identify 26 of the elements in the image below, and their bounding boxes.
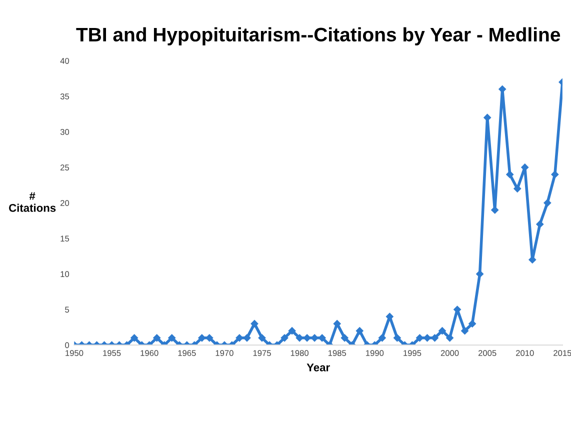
x-tick-label: 2010: [516, 350, 534, 356]
chart-title: TBI and Hypopituitarism--Citations by Year - Medline: [76, 27, 560, 46]
y-tick-label: 15: [60, 236, 70, 242]
x-axis-title: Year: [306, 364, 330, 372]
x-tick-label: 1980: [290, 350, 308, 356]
y-tick-label: 30: [60, 129, 70, 135]
y-tick-label: 35: [60, 93, 70, 100]
x-tick-label: 1970: [216, 350, 234, 356]
x-tick-label: 1990: [366, 350, 384, 356]
x-tick-label: 1975: [253, 350, 271, 356]
y-tick-label: 40: [60, 58, 70, 64]
x-tick-label: 1960: [140, 350, 158, 356]
y-tick-label: 0: [65, 342, 70, 348]
y-axis-title: # Citations: [9, 192, 56, 212]
y-tick-label: 5: [65, 306, 70, 313]
y-tick-label: 10: [60, 271, 70, 278]
x-tick-label: 1950: [66, 350, 84, 356]
x-tick-label: 1995: [404, 350, 422, 356]
x-tick-label: 1985: [328, 350, 346, 356]
y-tick-label: 20: [60, 200, 70, 206]
x-tick-label: 1965: [178, 350, 196, 356]
x-tick-label: 2000: [440, 350, 459, 356]
x-tick-label: 2005: [478, 350, 496, 356]
x-tick-label: 2015: [554, 350, 571, 356]
y-tick-label: 25: [60, 164, 70, 170]
x-tick-label: 1955: [103, 350, 121, 356]
